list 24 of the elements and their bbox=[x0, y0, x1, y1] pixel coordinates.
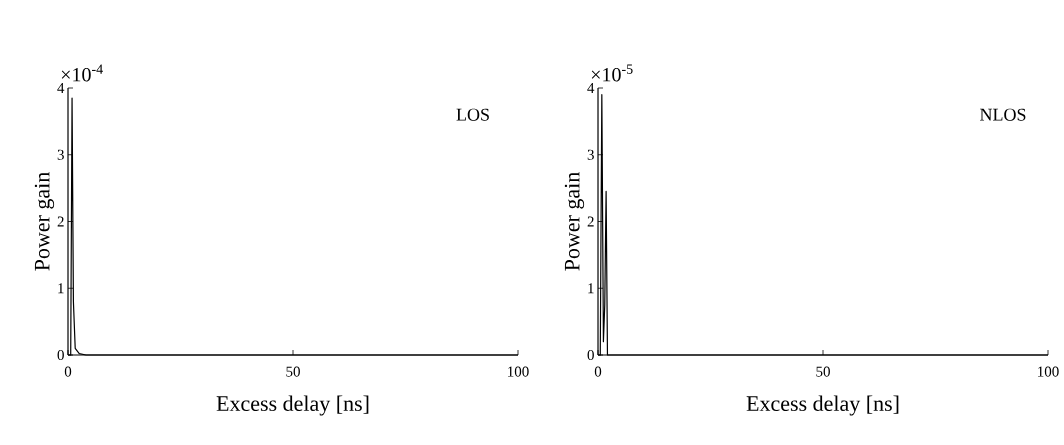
y-tick-label: 4 bbox=[57, 83, 65, 93]
y-tick-label: 3 bbox=[587, 149, 594, 160]
y-tick-label: 3 bbox=[57, 149, 64, 160]
text: ×10$^{-4}$ bbox=[61, 64, 103, 82]
y-tick-label: 0 bbox=[57, 349, 64, 361]
y-tick-label: 1 bbox=[58, 283, 64, 294]
y-axis-title: Power gain bbox=[564, 172, 585, 271]
x-tick-label: 50 bbox=[816, 366, 830, 377]
annotation: LOS bbox=[456, 108, 489, 121]
x-tick-label: 0 bbox=[64, 366, 72, 377]
y-tick-label: 4 bbox=[587, 83, 595, 93]
x-tick-label: 100 bbox=[508, 366, 529, 377]
y-tick-label: 2 bbox=[57, 216, 64, 227]
x-axis-title: Excess delay [ns] bbox=[216, 395, 369, 416]
x-tick-label: 50 bbox=[286, 366, 300, 377]
text: ×10$^{-5}$ bbox=[591, 64, 633, 82]
x-tick-label: 100 bbox=[1038, 366, 1059, 377]
y-tick-label: 0 bbox=[587, 349, 594, 361]
x-axis-title: Excess delay [ns] bbox=[746, 395, 899, 416]
y-tick-label: 2 bbox=[587, 216, 594, 227]
y-tick-label: 1 bbox=[588, 283, 594, 294]
y-axis-title: Power gain bbox=[34, 172, 55, 271]
annotation: NLOS bbox=[980, 108, 1026, 121]
x-tick-label: 0 bbox=[594, 366, 602, 377]
